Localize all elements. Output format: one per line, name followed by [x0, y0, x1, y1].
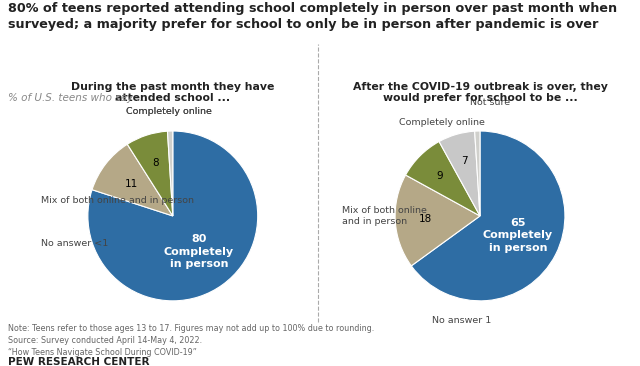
- Text: 11: 11: [125, 179, 138, 189]
- Text: 9: 9: [436, 171, 443, 181]
- Text: 65
Completely
in person: 65 Completely in person: [483, 218, 553, 253]
- Text: Mix of both online
and in person: Mix of both online and in person: [342, 206, 428, 226]
- Text: Not sure: Not sure: [470, 98, 510, 107]
- Wedge shape: [168, 131, 173, 216]
- Wedge shape: [412, 131, 565, 301]
- Text: PEW RESEARCH CENTER: PEW RESEARCH CENTER: [8, 357, 149, 366]
- Text: 18: 18: [419, 214, 433, 224]
- Text: Completely online: Completely online: [399, 118, 485, 127]
- Text: 80% of teens reported attending school completely in person over past month when: 80% of teens reported attending school c…: [8, 2, 617, 31]
- Text: 7: 7: [461, 156, 467, 166]
- Wedge shape: [92, 144, 173, 216]
- Title: After the COVID-19 outbreak is over, they
would prefer for school to be ...: After the COVID-19 outbreak is over, the…: [353, 82, 607, 104]
- Text: Note: Teens refer to those ages 13 to 17. Figures may not add up to 100% due to : Note: Teens refer to those ages 13 to 17…: [8, 324, 374, 356]
- Text: Completely online: Completely online: [125, 107, 211, 116]
- Wedge shape: [406, 142, 480, 216]
- Wedge shape: [475, 131, 480, 216]
- Wedge shape: [88, 131, 258, 301]
- Text: No answer 1: No answer 1: [432, 316, 491, 325]
- Text: No answer <1: No answer <1: [41, 239, 108, 248]
- Wedge shape: [395, 175, 480, 266]
- Title: During the past month they have
attended school ...: During the past month they have attended…: [71, 82, 275, 104]
- Wedge shape: [127, 131, 173, 216]
- Text: Mix of both online and in person: Mix of both online and in person: [41, 196, 194, 205]
- Wedge shape: [439, 131, 480, 216]
- Text: 8: 8: [152, 158, 159, 168]
- Text: Completely online: Completely online: [125, 107, 211, 116]
- Text: % of U.S. teens who say ...: % of U.S. teens who say ...: [8, 93, 146, 103]
- Text: 80
Completely
in person: 80 Completely in person: [164, 234, 234, 269]
